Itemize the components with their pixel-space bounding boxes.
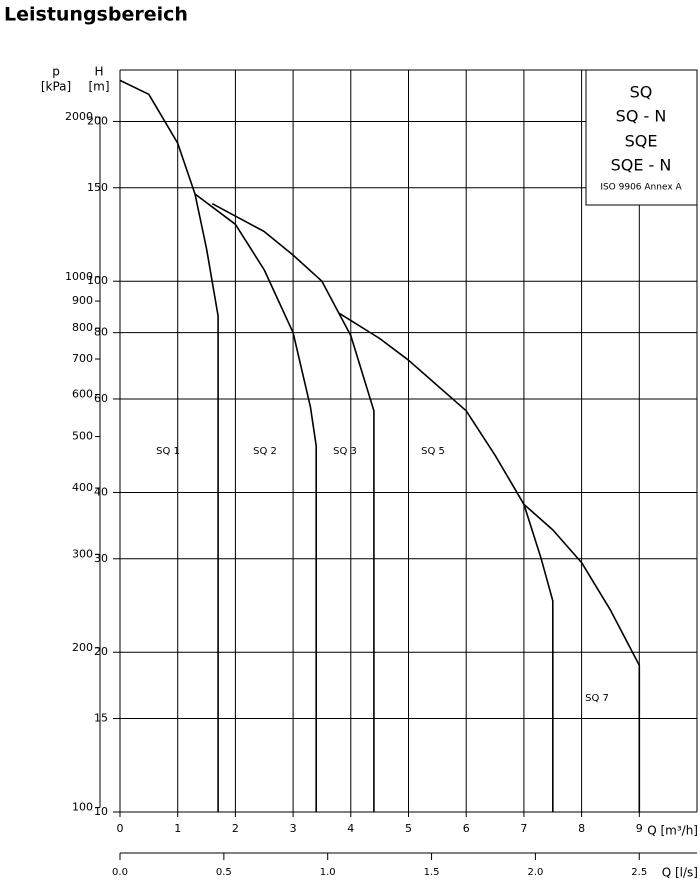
x-tick-label: 0 <box>117 822 124 835</box>
x-tick-label: 4 <box>347 822 354 835</box>
y-label: H <box>94 65 103 79</box>
box-text: SQ - N <box>616 107 667 126</box>
curve <box>211 202 375 812</box>
x-tick-label: 3 <box>290 822 297 835</box>
y2-tick-label: 900 <box>72 294 93 307</box>
x-tick-label: 5 <box>405 822 412 835</box>
x-tick-label: 7 <box>520 822 527 835</box>
x2-tick-label: 1.0 <box>320 867 336 878</box>
y2-tick-label: 1000 <box>65 270 93 283</box>
curve <box>523 503 641 812</box>
y2-tick-label: 800 <box>72 321 93 334</box>
y-tick-label: 80 <box>94 326 108 339</box>
curve <box>194 193 317 812</box>
y-tick-label: 200 <box>87 114 108 127</box>
y-tick-label: 20 <box>94 645 108 658</box>
x-tick-label: 6 <box>463 822 470 835</box>
y2-tick-label: 300 <box>72 547 93 560</box>
x-label: Q [m³/h] <box>647 824 698 838</box>
y2-tick-label: 600 <box>72 388 93 401</box>
x2-label: Q [l/s] <box>662 866 698 880</box>
box-text: SQE <box>625 132 658 151</box>
info-box <box>585 69 698 206</box>
y-tick-label: 150 <box>87 181 108 194</box>
y-unit: [m] <box>88 80 109 94</box>
y-tick-label: 30 <box>94 552 108 565</box>
y-tick-label: 15 <box>94 712 108 725</box>
series-label: SQ 3 <box>333 446 357 457</box>
x2-tick-label: 1.5 <box>424 867 440 878</box>
box-text: SQE - N <box>611 156 672 175</box>
x2-tick-label: 2.0 <box>527 867 543 878</box>
y2-unit: [kPa] <box>41 80 71 94</box>
box-text: ISO 9906 Annex A <box>600 183 682 193</box>
y2-tick-label: 100 <box>72 801 93 814</box>
y-tick-label: 100 <box>87 274 108 287</box>
y-tick-label: 10 <box>94 805 108 818</box>
x2-tick-label: 0.0 <box>112 867 128 878</box>
x2-tick-label: 2.5 <box>631 867 647 878</box>
series-label: SQ 1 <box>156 446 180 457</box>
y2-tick-label: 200 <box>72 641 93 654</box>
x-tick-label: 9 <box>636 822 643 835</box>
x-tick-label: 1 <box>174 822 181 835</box>
y-tick-label: 60 <box>94 392 108 405</box>
series-label: SQ 7 <box>585 693 609 704</box>
series-label: SQ 2 <box>253 446 277 457</box>
curve <box>338 312 554 812</box>
y2-tick-label: 2000 <box>65 110 93 123</box>
box-text: SQ <box>630 83 653 102</box>
y2-label: p <box>52 65 60 79</box>
x-tick-label: 8 <box>578 822 585 835</box>
x-tick-label: 2 <box>232 822 239 835</box>
y2-tick-label: 500 <box>72 430 93 443</box>
y2-tick-label: 700 <box>72 352 93 365</box>
series-label: SQ 5 <box>421 446 445 457</box>
chart-title: Leistungsbereich <box>4 4 188 26</box>
x2-tick-label: 0.5 <box>216 867 232 878</box>
y-tick-label: 40 <box>94 485 108 498</box>
y2-tick-label: 400 <box>72 481 93 494</box>
